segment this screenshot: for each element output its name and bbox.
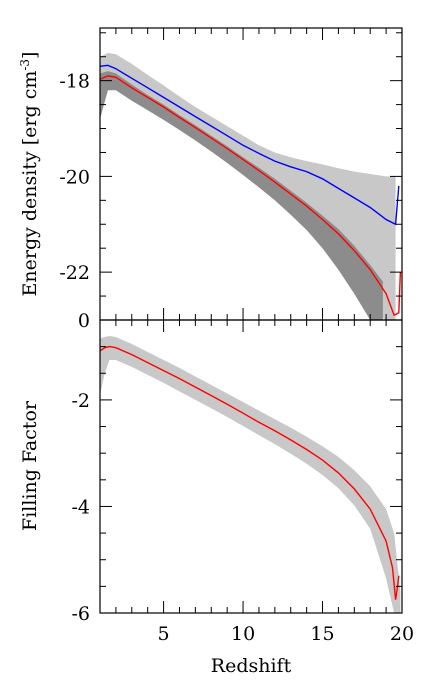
top-panel-bands (100, 52, 396, 320)
bottom-panel-frame (99, 319, 403, 614)
y-tick-label: -2 (71, 390, 90, 412)
bottom-panel-lines (100, 345, 400, 600)
x-tick-label: 20 (390, 623, 414, 645)
x-tick-label: 10 (231, 623, 255, 645)
axis-ticks (99, 28, 403, 614)
y-tick-label: -22 (59, 262, 90, 284)
x-tick-label: 5 (158, 623, 170, 645)
xlabel: Redshift (211, 655, 292, 677)
shaded-band-1 (100, 71, 383, 320)
y-tick-label: -4 (71, 497, 90, 519)
ylabel-superscript: -3 (18, 59, 32, 71)
bottom-panel-bands (100, 336, 401, 613)
bottom-panel-ylabel: Filling Factor (19, 400, 41, 531)
y-tick-label: -6 (71, 603, 90, 625)
shaded-band-0 (100, 336, 401, 613)
top-panel-lines (100, 64, 402, 317)
y-tick-label: -20 (59, 166, 90, 188)
series-line-0 (100, 64, 400, 226)
y-tick-label: -18 (59, 71, 90, 93)
series-line-0 (100, 345, 400, 600)
tick-labels: -18 -20 -22 -2 -4 -6 5 10 15 20 (59, 71, 414, 645)
series-line-1 (100, 75, 402, 317)
top-panel-ylabel: Energy density [erg cm-3] (18, 52, 41, 297)
ylabel-bracket: ] (19, 52, 41, 59)
top-panel-bottom-label: 0 (78, 310, 90, 332)
ylabel-main: Energy density [erg cm (19, 71, 41, 297)
x-tick-label: 15 (310, 623, 334, 645)
